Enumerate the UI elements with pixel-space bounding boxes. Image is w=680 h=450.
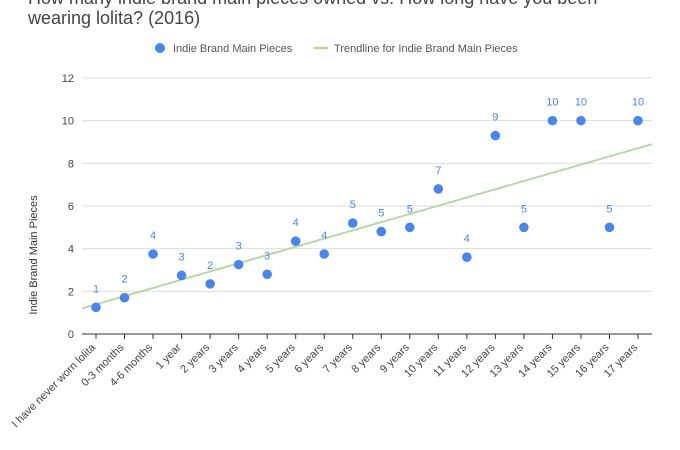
data-label: 5 [407,203,413,215]
data-point[interactable] [604,222,615,233]
data-label: 3 [236,241,242,253]
data-point[interactable] [519,222,529,233]
y-tick-label: 2 [68,286,74,298]
data-point[interactable] [376,226,387,237]
data-label: 1 [93,283,99,295]
data-point[interactable] [233,259,244,270]
data-point[interactable] [176,270,187,281]
data-point[interactable] [91,302,101,313]
data-label: 4 [321,230,327,242]
y-axis-ticks: 0 2 4 6 8 10 12 [62,73,74,341]
data-points [91,115,643,313]
data-label: 5 [350,199,356,211]
data-label: 5 [606,203,612,215]
y-tick-label: 10 [62,116,74,128]
legend[interactable]: Indie Brand Main Pieces Trendline for In… [155,43,518,55]
data-labels: 1 2 4 3 2 3 3 4 4 5 5 5 7 4 9 5 10 10 5 10 [93,97,644,296]
data-label: 10 [546,97,558,109]
data-label: 10 [632,97,644,109]
data-label: 10 [575,97,587,109]
data-point[interactable] [576,115,586,126]
x-tick-label: 7 years [321,341,355,375]
data-label: 4 [464,233,470,245]
legend-marker-points [155,43,165,53]
x-tick-label: 8 years [349,341,383,375]
data-point[interactable] [404,222,415,233]
chart-title-line-2: wearing lolita? (2016) [27,8,200,28]
y-tick-label: 12 [62,73,74,85]
data-point[interactable] [433,184,444,194]
chart-title-line-1: How many indie brand main pieces owned v… [28,0,597,8]
data-point[interactable] [490,130,501,141]
x-tick-label: 6 years [292,341,326,375]
data-label: 3 [179,251,185,263]
data-point[interactable] [319,249,330,259]
y-axis-label: Indie Brand Main Pieces [28,195,40,315]
data-label: 4 [293,217,299,229]
data-point[interactable] [547,115,558,126]
x-tick-label: 5 years [264,341,298,375]
data-label: 5 [378,208,384,220]
data-label: 5 [521,203,527,215]
data-label: 7 [435,165,441,177]
legend-label-points: Indie Brand Main Pieces [173,43,293,55]
grid [82,77,652,335]
trendline [81,143,653,310]
data-label: 9 [492,112,498,124]
data-point[interactable] [290,236,301,246]
y-tick-label: 6 [68,201,74,213]
x-tick-label: 2 years [178,341,212,375]
data-label: 4 [150,230,156,242]
data-point[interactable] [148,249,158,259]
y-tick-label: 8 [68,158,74,170]
x-tick-label: 4 years [235,341,269,375]
x-tick-label: 3 years [207,341,241,375]
data-label: 2 [121,274,127,286]
data-point[interactable] [462,252,472,262]
data-point[interactable] [633,115,643,126]
data-label: 2 [207,260,213,272]
data-point[interactable] [347,218,358,228]
legend-label-trendline: Trendline for Indie Brand Main Pieces [334,43,518,55]
trendline-path [81,143,653,310]
data-label: 3 [264,250,270,262]
data-point[interactable] [262,269,272,280]
y-tick-label: 0 [68,329,74,341]
data-point[interactable] [119,292,130,303]
y-tick-label: 4 [68,244,74,256]
data-point[interactable] [205,279,215,289]
